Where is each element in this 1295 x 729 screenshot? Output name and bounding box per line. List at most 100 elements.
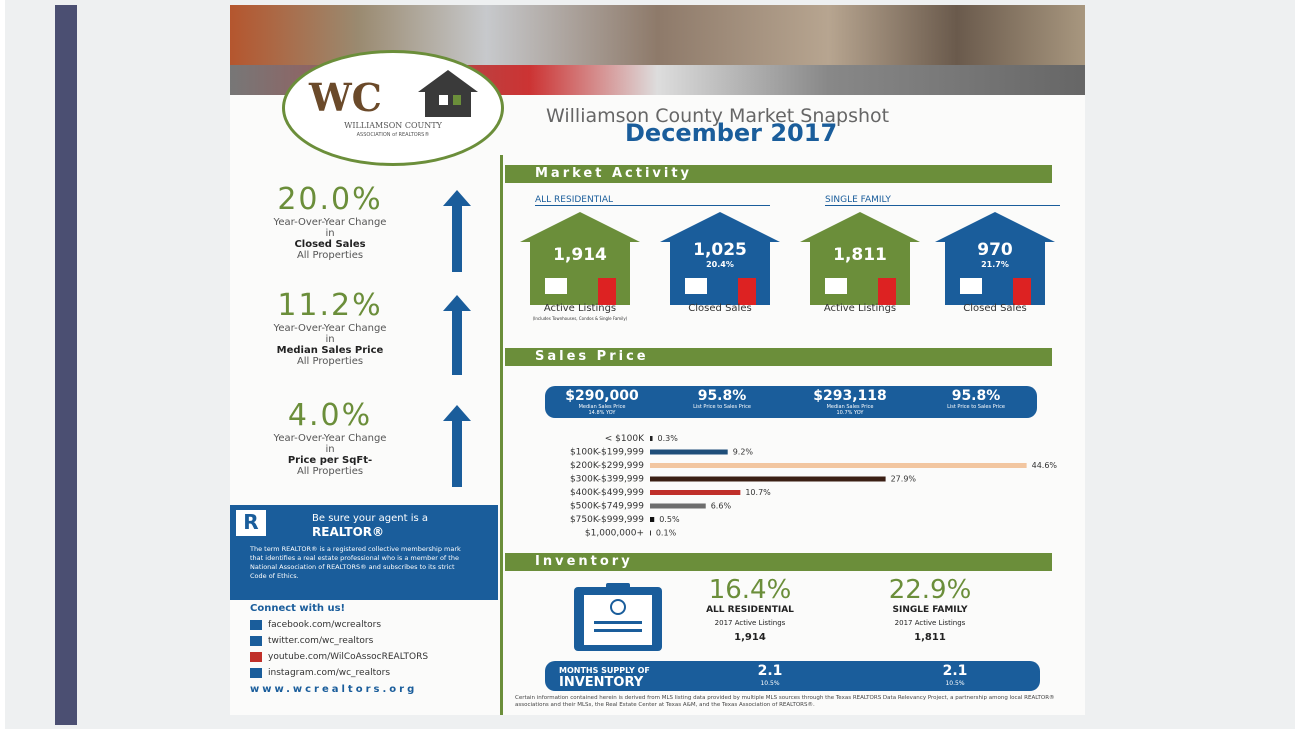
months-prev: 10.5% xyxy=(945,680,965,687)
section-heading: Inventory xyxy=(505,553,1052,571)
category-label: $200K-$299,999 xyxy=(570,461,644,471)
stat-sub: All Properties xyxy=(296,466,364,477)
category-label: $100K-$199,999 xyxy=(570,448,644,458)
months-box: MONTHS SUPPLY OF INVENTORY 2.1 10.5% 2.1… xyxy=(545,661,1040,691)
stat-text: Year-Over-Year Change in xyxy=(273,323,387,345)
price-chart: < $100K 0.3% $100K-$199,999 9.2% $200K-$299,… xyxy=(570,434,1058,539)
connect-title: Connect with us! xyxy=(250,603,346,614)
months-label: MONTHS SUPPLY OF xyxy=(559,666,650,675)
bar xyxy=(650,503,706,509)
link-text: instagram.com/wc_realtors xyxy=(268,668,391,678)
price-stat: $290,000 Median Sales Price 14.8% YOY xyxy=(542,388,662,416)
inventory-item: 16.4% ALL RESIDENTIAL 2017 Active Listings… xyxy=(665,575,835,643)
clipboard-icon xyxy=(574,583,662,651)
stat: 20.0% Year-Over-Year Change in Closed Sale… xyxy=(230,182,430,262)
stat: 11.2% Year-Over-Year Change in Median Sale… xyxy=(230,288,430,368)
price-stat: 95.8% List Price to Sales Price xyxy=(662,388,782,410)
realtor-box: R Be sure your agent is a REALTOR® The t… xyxy=(230,505,498,600)
title: Williamson County Market Snapshot xyxy=(546,105,890,127)
website: www.wcrealtors.org xyxy=(250,684,418,695)
price-value: 95.8% xyxy=(951,388,1001,404)
house-value: 1,811 xyxy=(833,245,887,265)
months-label2: INVENTORY xyxy=(559,675,644,690)
category-label: $300K-$399,999 xyxy=(570,475,644,485)
value-label: 44.6% xyxy=(1032,461,1058,470)
link: instagram.com/wc_realtors xyxy=(250,668,495,678)
bar xyxy=(650,490,741,495)
category-label: $1,000,000+ xyxy=(585,529,644,539)
value-label: 10.7% xyxy=(745,488,771,497)
connect: Connect with us! facebook.com/wcrealtors… xyxy=(250,603,495,695)
house-value: 1,025 xyxy=(693,240,747,260)
house-caption: Active Listings xyxy=(543,303,617,314)
side-stripe xyxy=(55,5,77,725)
price-change: 14.8% YOY xyxy=(588,410,616,416)
months-prev: 10.5% xyxy=(760,680,780,687)
houses xyxy=(520,212,1055,305)
stat-value: 11.2% xyxy=(277,288,383,323)
edge xyxy=(0,0,5,729)
stat: 4.0% Year-Over-Year Change in Price per Sq… xyxy=(230,398,430,478)
footer-note: Certain information contained herein is … xyxy=(515,695,1055,708)
stat-bold: Median Sales Price xyxy=(276,345,384,356)
value-label: 0.3% xyxy=(658,434,679,443)
org: WILLIAMSON COUNTY xyxy=(344,121,442,130)
realtor-title: Be sure your agent is a xyxy=(312,513,428,524)
inventory-sub: 2017 Active Listings xyxy=(714,619,786,627)
subtitle: December 2017 xyxy=(625,119,838,147)
group-label: ALL RESIDENTIAL xyxy=(535,195,770,206)
stat-text: Year-Over-Year Change in xyxy=(273,433,387,455)
org-sub: ASSOCIATION of REALTORS® xyxy=(356,132,430,138)
stat-value: 4.0% xyxy=(287,398,373,433)
category-label: $500K-$749,999 xyxy=(570,502,644,512)
category-label: $400K-$499,999 xyxy=(570,488,644,498)
flyer: WC WILLIAMSON COUNTY ASSOCIATION of REAL… xyxy=(230,5,1085,715)
link: twitter.com/wc_realtors xyxy=(250,636,495,646)
price-value: $290,000 xyxy=(565,388,639,404)
months-value: 2.1 xyxy=(757,663,783,679)
inventory-sub: 2017 Active Listings xyxy=(894,619,966,627)
bar xyxy=(650,436,653,441)
house-caption: Closed Sales xyxy=(688,303,752,314)
logo-text: WC xyxy=(309,75,382,120)
bar xyxy=(650,463,1027,468)
bar xyxy=(650,449,728,455)
realtor-body: The term REALTOR® is a registered collec… xyxy=(250,545,461,580)
price-label: Median Sales Price xyxy=(578,404,626,410)
arrows xyxy=(443,190,471,487)
value-label: 27.9% xyxy=(891,475,917,484)
house-value: 970 xyxy=(977,240,1013,260)
stat-bold: Closed Sales xyxy=(294,239,366,250)
realtor-logo: R xyxy=(236,510,266,536)
price-label: List Price to Sales Price xyxy=(947,404,1005,410)
inventory-label: SINGLE FAMILY xyxy=(892,605,968,615)
link: youtube.com/WilCoAssocREALTORS xyxy=(250,652,495,662)
price-value: $293,118 xyxy=(813,388,887,404)
inventory-value: 22.9% xyxy=(888,575,972,605)
inventory-value: 16.4% xyxy=(708,575,792,605)
bar xyxy=(650,476,886,482)
logo-house xyxy=(418,70,478,117)
section-heading: Market Activity xyxy=(505,165,1052,183)
stat-value: 20.0% xyxy=(277,182,383,217)
house-value: 1,914 xyxy=(553,245,607,265)
price-value: 95.8% xyxy=(697,388,747,404)
house-caption: Closed Sales xyxy=(963,303,1027,314)
link-text: twitter.com/wc_realtors xyxy=(268,636,374,646)
house-change: 21.7% xyxy=(981,260,1009,269)
link-text: youtube.com/WilCoAssocREALTORS xyxy=(268,652,429,662)
category-label: < $100K xyxy=(605,434,645,444)
link-text: facebook.com/wcrealtors xyxy=(268,620,382,630)
stat-sub: All Properties xyxy=(296,250,364,261)
inventory-count: 1,811 xyxy=(914,632,946,643)
price-box xyxy=(545,386,1037,418)
price-change: 10.7% YOY xyxy=(836,410,864,416)
house-note: (Includes Townhouses, Condos & Single Fa… xyxy=(532,316,628,321)
value-label: 6.6% xyxy=(711,502,732,511)
price-label: List Price to Sales Price xyxy=(693,404,751,410)
value-label: 0.5% xyxy=(659,515,680,524)
price-label: Median Sales Price xyxy=(826,404,874,410)
inventory-label: ALL RESIDENTIAL xyxy=(706,605,794,615)
value-label: 9.2% xyxy=(733,448,754,457)
